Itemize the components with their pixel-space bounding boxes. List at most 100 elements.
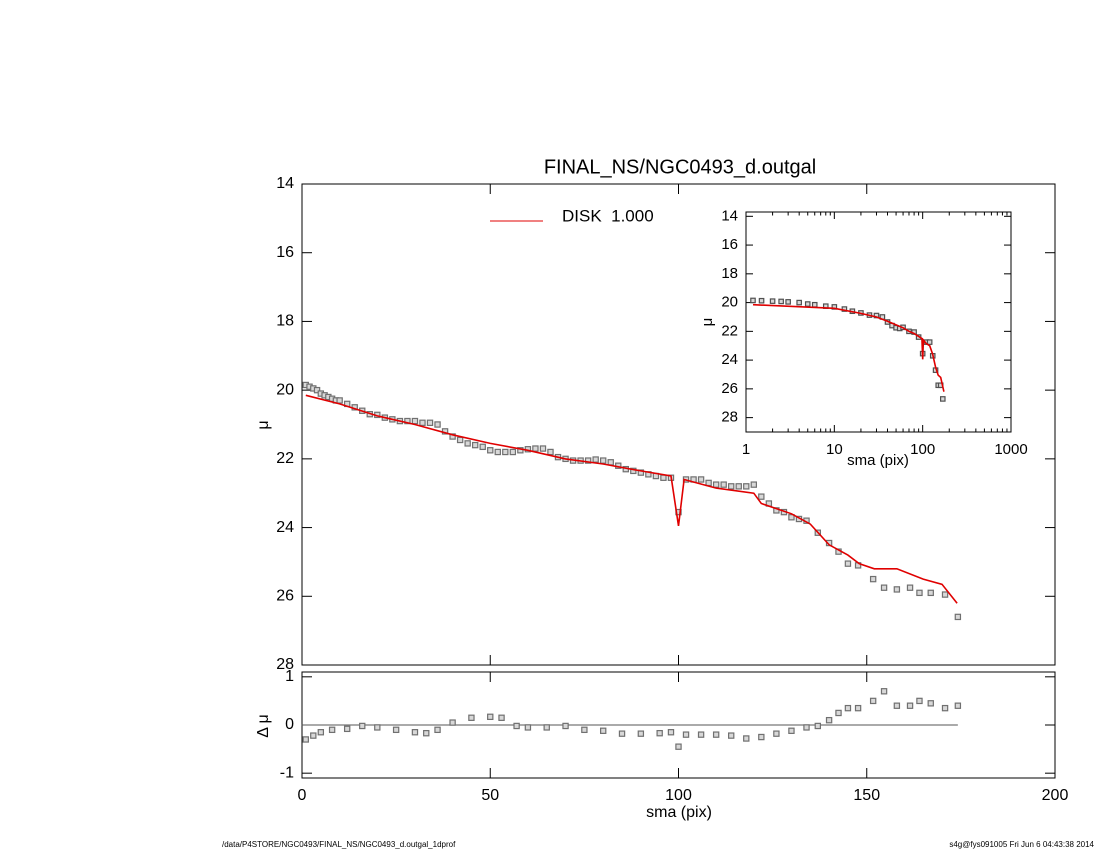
- y-tick-label: 14: [276, 175, 294, 192]
- x-axis-label: sma (pix): [646, 804, 712, 821]
- data-point: [954, 702, 962, 709]
- data-point: [916, 697, 923, 705]
- data-point: [487, 713, 494, 721]
- data-point: [697, 731, 705, 738]
- data-point: [532, 445, 539, 452]
- data-point: [743, 735, 750, 742]
- footer-stamp: s4g@fys091005 Fri Jun 6 04:43:38 2014: [949, 840, 1094, 849]
- data-point: [893, 702, 901, 709]
- data-point: [906, 584, 914, 591]
- x-tick-label: 1: [742, 441, 750, 458]
- data-point: [494, 448, 501, 456]
- data-point: [844, 704, 852, 712]
- data-point: [803, 724, 810, 731]
- data-point: [869, 697, 877, 705]
- data-point: [374, 724, 381, 731]
- data-point: [313, 386, 321, 394]
- data-point: [317, 729, 325, 736]
- data-point: [728, 483, 735, 490]
- y-tick-label: 24: [721, 351, 738, 368]
- data-point: [630, 467, 637, 475]
- data-point: [419, 419, 426, 426]
- data-point: [675, 743, 682, 750]
- data-point: [750, 297, 756, 304]
- y-tick-label: 18: [721, 265, 738, 282]
- data-point: [854, 704, 862, 712]
- data-point: [607, 459, 614, 466]
- x-axis-label: sma (pix): [847, 452, 909, 469]
- data-point: [637, 730, 645, 737]
- data-point: [735, 483, 742, 490]
- y-axis-label: μ: [699, 318, 716, 327]
- x-tick-label: 10: [826, 441, 843, 458]
- x-tick-label: 1000: [994, 441, 1027, 458]
- data-point: [769, 298, 776, 304]
- data-point: [411, 417, 419, 425]
- data-point: [667, 729, 675, 736]
- data-point: [618, 730, 626, 737]
- data-point: [796, 299, 802, 306]
- data-point: [656, 729, 663, 737]
- data-point: [449, 719, 456, 726]
- data-point: [814, 722, 822, 730]
- data-point: [599, 457, 607, 464]
- y-tick-label: 28: [721, 409, 738, 426]
- model-line: [305, 394, 958, 604]
- data-point: [712, 481, 720, 488]
- y-tick-label: 0: [285, 716, 294, 733]
- data-point: [584, 457, 592, 464]
- data-point: [785, 299, 791, 305]
- data-point: [328, 726, 336, 734]
- y-tick-label: 22: [721, 322, 738, 339]
- data-point: [750, 481, 758, 488]
- chart-title: FINAL_NS/NGC0493_d.outgal: [544, 156, 816, 178]
- data-point: [302, 736, 309, 743]
- data-point: [310, 732, 317, 739]
- y-tick-label: 16: [276, 244, 294, 261]
- data-point: [773, 730, 780, 737]
- data-point: [637, 469, 645, 476]
- data-point: [434, 726, 441, 734]
- data-point: [509, 448, 517, 456]
- y-tick-label: 24: [276, 519, 294, 536]
- data-point: [835, 709, 842, 717]
- plot-frame: [745, 211, 1012, 433]
- data-point: [758, 297, 765, 304]
- data-point: [927, 589, 934, 597]
- y-tick-label: 20: [276, 381, 294, 398]
- data-point: [479, 443, 486, 451]
- data-point: [343, 725, 351, 733]
- y-tick-label: 26: [276, 588, 294, 605]
- data-point: [498, 714, 505, 721]
- data-point: [939, 396, 946, 402]
- data-point: [471, 441, 479, 449]
- data-point: [539, 445, 547, 452]
- data-point: [697, 476, 705, 483]
- x-tick-label: 100: [665, 787, 692, 804]
- data-point: [423, 729, 430, 737]
- data-point: [426, 419, 434, 426]
- data-point: [464, 440, 471, 447]
- data-point: [916, 589, 923, 597]
- y-axis-label: μ: [255, 420, 272, 429]
- x-tick-label: 200: [1042, 787, 1069, 804]
- data-point: [562, 722, 569, 730]
- y-tick-label: 26: [721, 380, 738, 397]
- data-point: [941, 704, 949, 712]
- y-tick-label: 22: [276, 450, 294, 467]
- data-point: [487, 447, 494, 454]
- x-tick-label: 150: [853, 787, 880, 804]
- y-tick-label: 18: [276, 313, 294, 330]
- data-point: [712, 731, 720, 738]
- data-point: [778, 298, 784, 305]
- data-point: [456, 436, 464, 444]
- data-point: [906, 702, 914, 709]
- data-point: [869, 575, 877, 583]
- x-tick-label: 0: [298, 787, 307, 804]
- data-point: [513, 722, 520, 730]
- data-point: [660, 474, 667, 481]
- data-point: [758, 733, 765, 741]
- data-point: [359, 722, 366, 730]
- data-point: [543, 724, 550, 731]
- data-point: [926, 339, 933, 345]
